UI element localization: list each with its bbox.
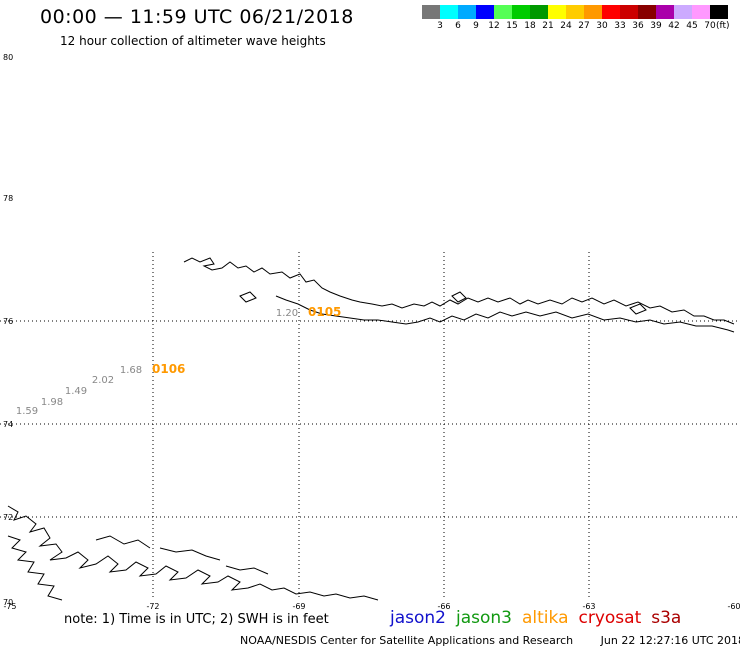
graticule bbox=[0, 252, 740, 600]
footer-timestamp: Jun 22 12:27:16 UTC 2018 bbox=[600, 634, 740, 647]
wave-height-label: 1.59 bbox=[16, 406, 38, 417]
legend-label: 21 bbox=[542, 21, 554, 31]
legend-label: 18 bbox=[524, 21, 536, 31]
legend-label: 27 bbox=[578, 21, 590, 31]
legend-label: 30 bbox=[596, 21, 608, 31]
wave-height-label: 1.20 bbox=[276, 308, 298, 319]
legend-label: 12 bbox=[488, 21, 500, 31]
satellite-label: altika bbox=[522, 608, 569, 628]
coastline-baffin-fjord-1 bbox=[95, 535, 151, 549]
satellite-label: cryosat bbox=[578, 608, 642, 628]
legend-label: 36 bbox=[632, 21, 644, 31]
latitude-label: 70 bbox=[3, 598, 13, 607]
legend-swatch bbox=[476, 5, 494, 19]
wave-height-label: 1.68 bbox=[120, 365, 142, 376]
legend-label: 3 bbox=[437, 21, 443, 31]
longitude-label: -75 bbox=[3, 602, 16, 611]
coastline-baffin-fjord-3 bbox=[225, 565, 269, 575]
legend-swatch bbox=[422, 5, 440, 19]
satellite-legend: jason2 jason3 altika cryosat s3a bbox=[390, 608, 691, 628]
legend-swatch bbox=[530, 5, 548, 19]
legend-swatch bbox=[656, 5, 674, 19]
coastline-north-inner bbox=[275, 295, 735, 333]
legend-label: 15 bbox=[506, 21, 518, 31]
coastline bbox=[7, 257, 735, 601]
legend-swatch bbox=[494, 5, 512, 19]
wave-height-color-legend bbox=[422, 5, 728, 21]
coastline-baffin-inner bbox=[7, 535, 63, 601]
longitude-label: -72 bbox=[146, 602, 159, 611]
legend-label: 6 bbox=[455, 21, 461, 31]
coastline-island-2 bbox=[629, 303, 647, 315]
longitude-label: -63 bbox=[582, 602, 595, 611]
legend-swatch bbox=[710, 5, 728, 19]
legend-swatch bbox=[548, 5, 566, 19]
longitude-label: -66 bbox=[437, 602, 450, 611]
latitude-label: 76 bbox=[3, 317, 13, 326]
footer: NOAA/NESDIS Center for Satellite Applica… bbox=[240, 634, 740, 647]
latitude-label: 72 bbox=[3, 513, 13, 522]
latitude-label: 74 bbox=[3, 420, 13, 429]
pass-time-label: 0105 bbox=[308, 305, 341, 319]
pass-time-label: 0106 bbox=[152, 362, 185, 376]
legend-swatch bbox=[458, 5, 476, 19]
legend-label: 33 bbox=[614, 21, 626, 31]
coastline-baffin bbox=[7, 505, 379, 601]
legend-swatch bbox=[440, 5, 458, 19]
coastline-north bbox=[183, 257, 735, 325]
legend-unit: (ft) bbox=[716, 21, 730, 31]
latitude-label: 78 bbox=[3, 194, 13, 203]
legend-label: 9 bbox=[473, 21, 479, 31]
satellite-label: jason2 bbox=[390, 608, 446, 628]
legend-label: 42 bbox=[668, 21, 680, 31]
satellite-label: jason3 bbox=[456, 608, 512, 628]
legend-label: 45 bbox=[686, 21, 698, 31]
legend-label: 24 bbox=[560, 21, 572, 31]
legend-label: 39 bbox=[650, 21, 662, 31]
longitude-label: -60 bbox=[727, 602, 740, 611]
longitude-label: -69 bbox=[292, 602, 305, 611]
wave-height-label: 2.02 bbox=[92, 375, 114, 386]
coastline-island-1 bbox=[239, 291, 257, 303]
legend-swatch bbox=[674, 5, 692, 19]
coastline-baffin-fjord-2 bbox=[159, 547, 221, 561]
legend-swatch bbox=[620, 5, 638, 19]
coastline-island-3 bbox=[451, 291, 467, 303]
footer-organization: NOAA/NESDIS Center for Satellite Applica… bbox=[240, 634, 574, 647]
map-title: 00:00 — 11:59 UTC 06/21/2018 bbox=[40, 6, 354, 28]
wave-height-label: 1.49 bbox=[65, 386, 87, 397]
altimeter-observations: 1.20 1.68 2.02 1.491.981.59 0105 0106 bbox=[16, 305, 342, 417]
wave-height-label: 1.98 bbox=[41, 397, 63, 408]
legend-swatch bbox=[512, 5, 530, 19]
legend-swatch bbox=[602, 5, 620, 19]
legend-swatch bbox=[584, 5, 602, 19]
legend-swatch bbox=[566, 5, 584, 19]
axis-labels: 80 78 76 74 72 70-75 -72 -69 -66 -63 -60 bbox=[3, 53, 740, 611]
legend-label: 70 bbox=[704, 21, 716, 31]
map-note: note: 1) Time is in UTC; 2) SWH is in fe… bbox=[64, 612, 329, 627]
satellite-label: s3a bbox=[651, 608, 682, 628]
latitude-label: 80 bbox=[3, 53, 13, 62]
legend-swatch bbox=[692, 5, 710, 19]
legend-swatch bbox=[638, 5, 656, 19]
map-subtitle: 12 hour collection of altimeter wave hei… bbox=[60, 34, 326, 48]
